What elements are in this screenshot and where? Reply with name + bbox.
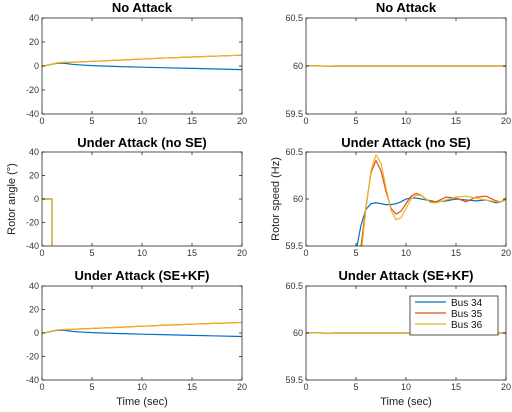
series-lines	[42, 198, 53, 246]
series-line-bus-36	[42, 54, 242, 67]
series-line-bus-36	[42, 198, 53, 246]
x-tick-label: 5	[89, 248, 94, 258]
legend-label-bus-36: Bus 36	[451, 320, 483, 331]
plot-area-attack-no-se-angle: 0 5 10 15 20 -40 -20 0 20 40	[26, 147, 247, 258]
series-lines	[42, 54, 242, 71]
y-tick-label: 0	[34, 194, 39, 204]
panel-attack-no-se-speed: Under Attack (no SE) 0 5 10 15 20 59.5 60 60.5	[285, 135, 511, 258]
x-tick-label: 10	[137, 382, 147, 392]
panel-title-attack-se-kf-angle: Under Attack (SE+KF)	[75, 268, 210, 283]
y-tick-label: 0	[34, 61, 39, 71]
y-tick-label: -40	[26, 109, 39, 119]
x-tick-label: 15	[451, 382, 461, 392]
plot-area-attack-no-se-speed: 0 5 10 15 20 59.5 60 60.5	[285, 147, 511, 258]
x-tick-label: 0	[303, 116, 308, 126]
y-tick-label: 40	[29, 147, 39, 157]
plot-background	[42, 152, 242, 246]
y-tick-label: 60.5	[285, 281, 303, 291]
x-tick-label: 15	[451, 116, 461, 126]
y-tick-label: 60	[293, 194, 303, 204]
y-tick-label: 0	[34, 328, 39, 338]
plot-area-no-attack-speed: 0 5 10 15 20 59.5 60 60.5	[285, 13, 511, 126]
x-tick-label: 0	[39, 382, 44, 392]
y-tick-label: -40	[26, 241, 39, 251]
series-line-bus-36	[42, 321, 242, 334]
y-tick-label: 20	[29, 37, 39, 47]
y-tick-label: 40	[29, 281, 39, 291]
panel-attack-se-kf-angle: Under Attack (SE+KF) 0 5 10 15 20 -40 -20 0 20 40	[26, 268, 247, 392]
x-tick-label: 5	[353, 382, 358, 392]
y-tick-label: 20	[29, 171, 39, 181]
y-tick-label: 60.5	[285, 13, 303, 23]
x-tick-label: 20	[237, 116, 247, 126]
y-tick-label: -40	[26, 375, 39, 385]
x-axis-label-left: Time (sec)	[116, 396, 168, 408]
y-axis-label-left: Rotor angle (°)	[6, 163, 18, 235]
x-axis-label-right: Time (sec)	[380, 396, 432, 408]
panel-title-attack-no-se-speed: Under Attack (no SE)	[341, 135, 471, 150]
y-tick-label: 20	[29, 305, 39, 315]
y-axis-label-right: Rotor speed (Hz)	[270, 157, 282, 241]
y-tick-label: 59.5	[285, 241, 303, 251]
x-tick-label: 15	[187, 248, 197, 258]
x-tick-label: 0	[303, 382, 308, 392]
x-tick-label: 5	[353, 116, 358, 126]
y-tick-label: 59.5	[285, 375, 303, 385]
y-tick-label: -20	[26, 218, 39, 228]
panel-title-no-attack-angle: No Attack	[112, 0, 173, 15]
panel-no-attack-speed: No Attack 0 5 10 15 20 59.5 60 60.5	[285, 0, 511, 126]
y-tick-label: 60	[293, 328, 303, 338]
x-tick-label: 15	[187, 382, 197, 392]
y-tick-label: -20	[26, 352, 39, 362]
plot-background	[42, 18, 242, 114]
x-tick-label: 20	[501, 248, 511, 258]
panel-title-attack-no-se-angle: Under Attack (no SE)	[77, 135, 207, 150]
x-tick-label: 10	[401, 382, 411, 392]
x-tick-label: 20	[501, 116, 511, 126]
plot-area-no-attack-angle: 0 5 10 15 20 -40 -20 0 20 40	[26, 13, 247, 126]
legend-label-bus-34: Bus 34	[451, 298, 483, 309]
panel-title-attack-se-kf-speed: Under Attack (SE+KF)	[339, 268, 474, 283]
x-tick-label: 5	[89, 382, 94, 392]
panel-attack-no-se-angle: Under Attack (no SE) 0 5 10 15 20 -40 -20 0 20 40	[26, 135, 247, 258]
y-tick-label: 40	[29, 13, 39, 23]
x-tick-label: 0	[303, 248, 308, 258]
series-line-bus-36	[361, 154, 506, 246]
x-tick-label: 20	[501, 382, 511, 392]
x-tick-label: 20	[237, 248, 247, 258]
x-tick-label: 0	[39, 248, 44, 258]
x-tick-label: 5	[353, 248, 358, 258]
legend-label-bus-35: Bus 35	[451, 309, 483, 320]
series-line-bus-35	[360, 159, 506, 246]
x-tick-label: 15	[451, 248, 461, 258]
x-tick-label: 15	[187, 116, 197, 126]
series-lines	[356, 154, 506, 246]
x-tick-label: 10	[401, 248, 411, 258]
x-tick-label: 5	[89, 116, 94, 126]
x-tick-label: 10	[401, 116, 411, 126]
plot-area-attack-se-kf-angle: 0 5 10 15 20 -40 -20 0 20 40	[26, 281, 247, 392]
plot-background	[42, 286, 242, 380]
y-tick-label: 59.5	[285, 109, 303, 119]
x-tick-label: 20	[237, 382, 247, 392]
y-tick-label: 60	[293, 61, 303, 71]
y-tick-label: -20	[26, 85, 39, 95]
y-tick-label: 60.5	[285, 147, 303, 157]
x-tick-label: 0	[39, 116, 44, 126]
series-lines	[42, 321, 242, 338]
x-tick-label: 10	[137, 116, 147, 126]
series-line-bus-34	[356, 197, 506, 246]
panel-no-attack-angle: No Attack 0 5 10 15 20 -40 -20 0 20 40	[26, 0, 247, 126]
panel-title-no-attack-speed: No Attack	[376, 0, 437, 15]
x-tick-label: 10	[137, 248, 147, 258]
